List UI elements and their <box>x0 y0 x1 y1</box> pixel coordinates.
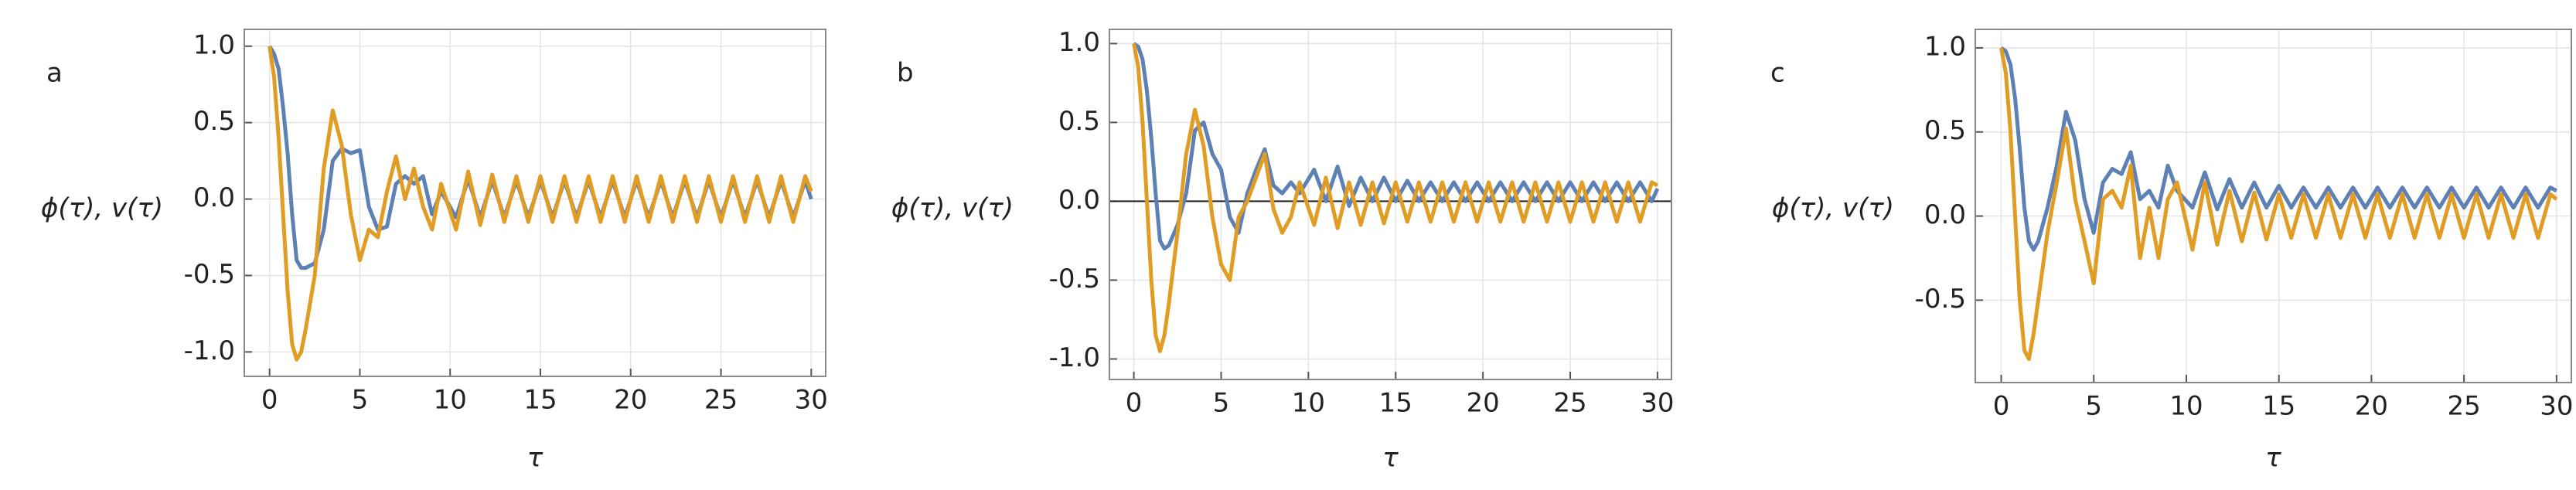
y-tick-label: -1.0 <box>184 335 235 366</box>
series-line <box>2000 46 2557 252</box>
x-tick-label: 5 <box>2085 391 2102 422</box>
x-tick-label: 10 <box>1292 388 1325 419</box>
x-tick-label: 5 <box>352 385 369 416</box>
plot-frame <box>244 29 826 377</box>
panel-label: b <box>897 58 914 89</box>
x-tick-label: 5 <box>1213 388 1230 419</box>
series-line <box>1132 43 1659 353</box>
y-tick-label: -0.5 <box>184 259 235 290</box>
x-tick-label: 10 <box>434 385 467 416</box>
y-tick-label: -0.5 <box>1049 264 1100 294</box>
y-tick-label: 0.0 <box>1058 185 1100 216</box>
x-tick-label: 30 <box>1641 388 1674 419</box>
y-tick-label: 1.0 <box>1924 31 1966 62</box>
y-tick-label: 0.5 <box>1058 106 1100 137</box>
y-axis-label: ϕ(τ), v(τ) <box>891 193 1014 224</box>
x-axis-label: τ <box>2265 443 2281 474</box>
x-tick-label: 15 <box>2262 391 2295 422</box>
x-tick-label: 0 <box>1993 391 2010 422</box>
series-line <box>1999 47 2558 361</box>
y-tick-label: 0.0 <box>1924 199 1966 230</box>
x-tick-label: 20 <box>614 385 647 416</box>
y-axis-label: ϕ(τ), v(τ) <box>1772 193 1894 224</box>
y-tick-label: 0.5 <box>1924 115 1966 146</box>
plot-frame <box>1109 29 1672 380</box>
y-tick-label: -1.0 <box>1049 342 1100 373</box>
panel-label: a <box>46 58 63 89</box>
x-tick-label: 15 <box>1379 388 1412 419</box>
y-axis-label: ϕ(τ), v(τ) <box>41 193 163 224</box>
plot-frame <box>1975 29 2572 383</box>
y-tick-label: 0.0 <box>193 182 235 213</box>
x-tick-label: 0 <box>261 385 278 416</box>
x-tick-label: 20 <box>1467 388 1500 419</box>
y-tick-label: 1.0 <box>1058 27 1100 58</box>
x-axis-label: τ <box>1382 443 1399 474</box>
y-tick-label: 0.5 <box>193 106 235 137</box>
x-tick-label: 25 <box>704 385 738 416</box>
x-tick-label: 10 <box>2169 391 2203 422</box>
x-tick-label: 30 <box>795 385 828 416</box>
x-tick-label: 30 <box>2540 391 2573 422</box>
series-line <box>267 46 813 362</box>
x-tick-label: 20 <box>2355 391 2388 422</box>
panel-label: c <box>1770 58 1785 89</box>
x-axis-label: τ <box>527 443 543 474</box>
x-tick-label: 25 <box>1553 388 1586 419</box>
y-tick-label: 1.0 <box>193 29 235 60</box>
x-tick-label: 25 <box>2447 391 2480 422</box>
y-tick-label: -0.5 <box>1915 284 1966 315</box>
x-tick-label: 0 <box>1126 388 1143 419</box>
x-tick-label: 15 <box>523 385 557 416</box>
